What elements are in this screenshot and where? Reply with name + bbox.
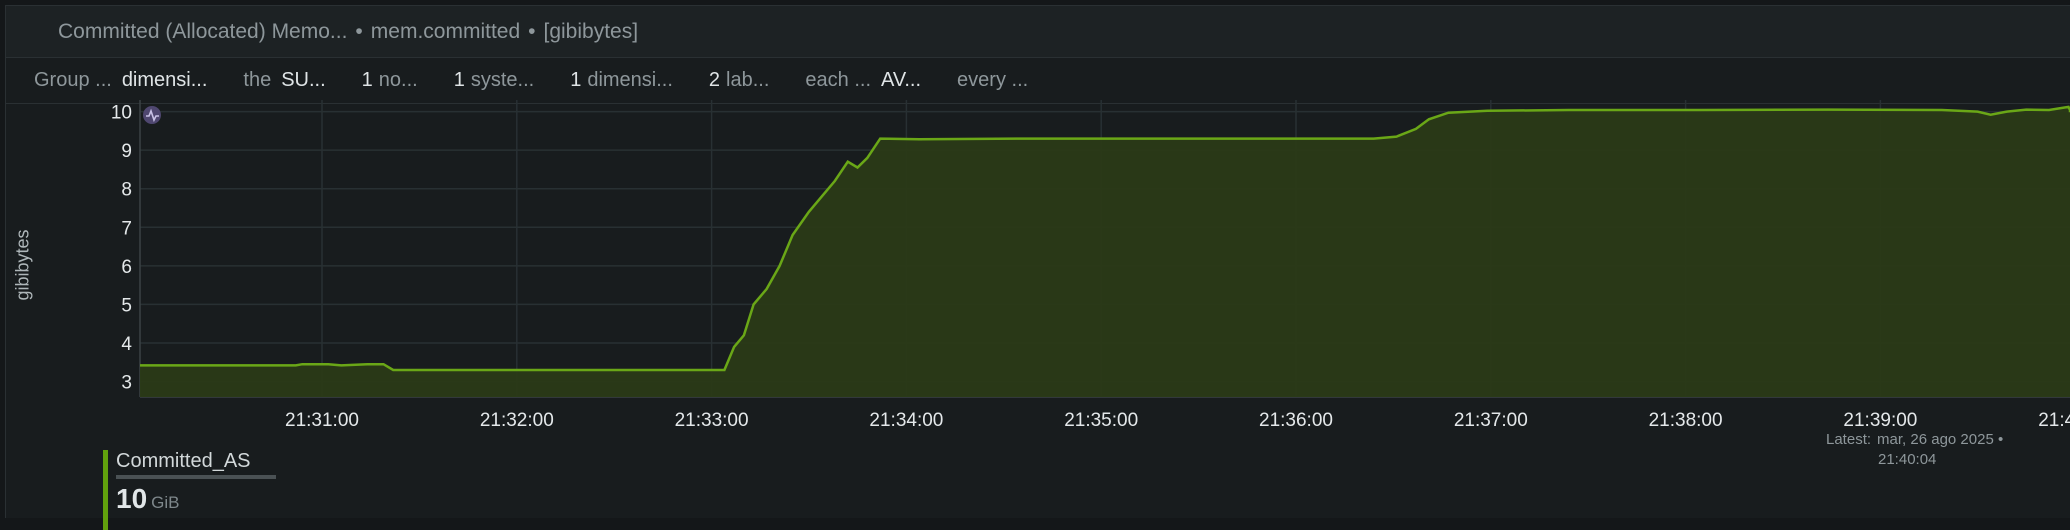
latest-timestamp: Latest: mar, 26 ago 2025 • 21:40:04 xyxy=(1826,430,2036,470)
filter-label: no... xyxy=(378,69,418,91)
y-tick-label: 4 xyxy=(121,334,132,355)
filter-label: dimensi... xyxy=(587,69,673,91)
filter-count: 2 xyxy=(708,69,721,91)
filter-value: AV... xyxy=(881,69,922,91)
y-tick-label: 9 xyxy=(121,141,132,162)
chart-units: [gibibytes] xyxy=(543,19,639,43)
series-area xyxy=(140,106,2070,398)
time-aggregation-filter[interactable]: each ... AV... xyxy=(805,69,921,92)
netdata-badge-icon[interactable] xyxy=(143,106,161,124)
filter-value: SU... xyxy=(281,69,326,91)
filter-label: syste... xyxy=(470,69,535,91)
x-tick-label: 21:37:00 xyxy=(1454,410,1528,431)
filter-key: each ... xyxy=(805,69,872,91)
latest-label: Latest: xyxy=(1826,431,1872,448)
x-tick-label: 21:40:00 xyxy=(2038,410,2070,431)
x-tick-label: 21:38:00 xyxy=(1649,410,1723,431)
y-tick-label: 8 xyxy=(121,180,132,201)
filter-key: the xyxy=(243,69,272,91)
labels-filter[interactable]: 2 lab... xyxy=(709,69,769,92)
filter-count: 1 xyxy=(570,69,582,91)
latest-date: mar, 26 ago 2025 • xyxy=(1877,431,2004,448)
chart-title[interactable]: Committed (Allocated) Memo... xyxy=(58,19,348,43)
x-tick-label: 21:35:00 xyxy=(1064,410,1138,431)
x-tick-label: 21:34:00 xyxy=(869,410,943,431)
y-tick-label: 3 xyxy=(121,373,132,394)
resolution-filter[interactable]: every ... xyxy=(957,69,1038,92)
filter-key: Group ... xyxy=(34,69,112,91)
y-axis-label: gibibytes xyxy=(12,229,33,301)
aggregation-filter[interactable]: the SU... xyxy=(243,69,325,92)
x-tick-label: 21:32:00 xyxy=(480,410,554,431)
legend-unit: GiB xyxy=(151,493,180,512)
y-tick-label: 10 xyxy=(111,103,132,124)
legend-value: 10 GiB xyxy=(116,483,276,515)
area-chart[interactable]: 3 4 5 6 7 8 9 10 21:31:00 21:32:00 21:33:00 21:34:… xyxy=(0,0,2070,518)
filter-count: 1 xyxy=(453,69,465,91)
series-line xyxy=(140,105,2070,372)
y-tick-label: 7 xyxy=(121,218,132,239)
title-separator: • xyxy=(528,19,536,43)
filter-count: 1 xyxy=(361,69,373,91)
filter-value: dimensi... xyxy=(121,69,208,91)
systems-filter[interactable]: 1 syste... xyxy=(454,69,534,92)
y-tick-label: 6 xyxy=(121,257,132,278)
chart-title-bar: Committed (Allocated) Memo... • mem.comm… xyxy=(6,6,2070,58)
y-tick-label: 5 xyxy=(121,295,132,316)
x-tick-label: 21:36:00 xyxy=(1259,410,1333,431)
nodes-filter[interactable]: 1 no... xyxy=(362,69,418,92)
filter-key: every ... xyxy=(957,69,1029,91)
legend-number: 10 xyxy=(116,483,148,514)
filter-label: lab... xyxy=(726,69,770,91)
y-axis-ticks: 3 4 5 6 7 8 9 10 xyxy=(111,103,133,394)
x-tick-label: 21:31:00 xyxy=(285,410,359,431)
legend-item[interactable]: Committed_AS 10 GiB xyxy=(103,450,276,530)
legend-series-name: Committed_AS xyxy=(116,450,276,479)
dimensions-filter[interactable]: 1 dimensi... xyxy=(570,69,673,92)
filter-bar: Group ... dimensi... the SU... 1 no... 1… xyxy=(6,58,2070,104)
title-separator: • xyxy=(355,19,363,43)
chart-context: mem.committed xyxy=(370,19,521,43)
x-axis-ticks: 21:31:00 21:32:00 21:33:00 21:34:00 21:35:00… xyxy=(285,410,2070,431)
latest-time: 21:40:04 xyxy=(1878,451,1937,468)
x-tick-label: 21:33:00 xyxy=(675,410,749,431)
x-tick-label: 21:39:00 xyxy=(1843,410,1917,431)
group-by-filter[interactable]: Group ... dimensi... xyxy=(34,69,207,92)
